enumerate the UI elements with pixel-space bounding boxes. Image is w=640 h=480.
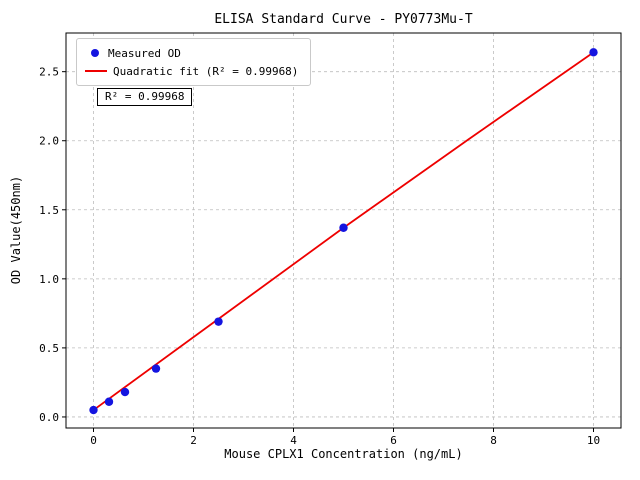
data-point — [214, 317, 223, 326]
y-tick-label: 2.5 — [39, 66, 59, 79]
y-tick-label: 1.5 — [39, 204, 59, 217]
x-tick-label: 4 — [290, 434, 297, 447]
y-tick-label: 0.5 — [39, 342, 59, 355]
legend-item-measured-od: Measured OD — [85, 44, 298, 62]
data-point — [339, 223, 348, 232]
data-point — [120, 387, 130, 397]
data-point — [589, 48, 598, 57]
legend-label-measured-od: Measured OD — [108, 46, 181, 60]
r-squared-annotation: R² = 0.99968 — [97, 88, 193, 106]
x-tick-label: 6 — [390, 434, 397, 447]
data-point — [89, 405, 98, 415]
scatter-marker-icon — [91, 49, 99, 57]
x-tick-label: 2 — [190, 434, 197, 447]
data-point — [151, 364, 161, 373]
line-marker-icon — [85, 70, 107, 72]
legend: Measured OD Quadratic fit (R² = 0.99968) — [76, 38, 312, 86]
x-tick-label: 10 — [587, 434, 600, 447]
data-point — [104, 397, 114, 406]
x-tick-label: 0 — [90, 434, 97, 447]
y-axis-label: OD Value(450nm) — [9, 175, 23, 285]
x-tick-label: 8 — [490, 434, 497, 447]
chart-title: ELISA Standard Curve - PY0773Mu-T — [214, 12, 473, 27]
legend-label-quadratic-fit: Quadratic fit (R² = 0.99968) — [113, 64, 299, 78]
axes-frame — [65, 32, 622, 429]
y-tick-label: 2.0 — [39, 135, 59, 148]
y-tick-label: 0.0 — [39, 411, 59, 424]
x-axis-label: Mouse CPLX1 Concentration (ng/mL) — [224, 447, 463, 461]
legend-item-quadratic-fit: Quadratic fit (R² = 0.99968) — [85, 62, 298, 80]
y-tick-label: 1.0 — [39, 273, 59, 286]
